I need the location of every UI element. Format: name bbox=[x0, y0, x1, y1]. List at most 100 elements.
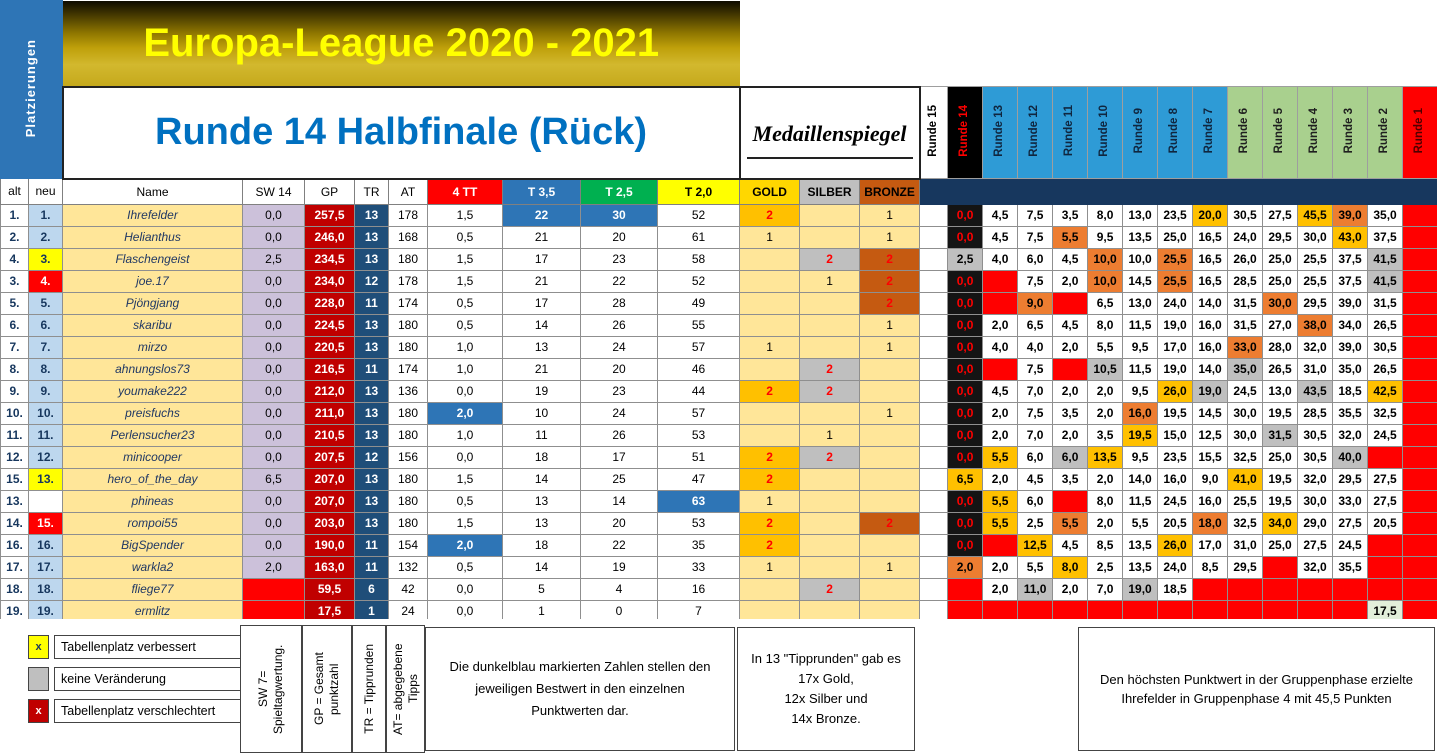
column-header-t35[interactable]: T 3,5 bbox=[502, 178, 581, 205]
cell-4tt[interactable]: 1,5 bbox=[427, 247, 503, 271]
cell-gold-medals[interactable] bbox=[739, 313, 801, 337]
matrix-cell[interactable]: 32,5 bbox=[1367, 401, 1404, 425]
round-header-runde-9[interactable]: Runde 9 bbox=[1122, 86, 1159, 179]
cell-gp[interactable]: 246,0 bbox=[304, 225, 355, 249]
matrix-cell[interactable]: 28,0 bbox=[1262, 335, 1299, 359]
matrix-cell[interactable]: 4,5 bbox=[1052, 533, 1089, 557]
matrix-cell[interactable] bbox=[1402, 247, 1437, 271]
matrix-cell[interactable]: 13,5 bbox=[1087, 445, 1124, 469]
cell-bronze-medals[interactable]: 1 bbox=[859, 225, 921, 249]
cell-gold-medals[interactable] bbox=[739, 247, 801, 271]
cell-t20[interactable]: 16 bbox=[656, 577, 741, 601]
matrix-cell[interactable]: 6,0 bbox=[1017, 247, 1054, 271]
cell-4tt[interactable]: 1,0 bbox=[427, 357, 503, 381]
cell-sw14[interactable]: 0,0 bbox=[242, 269, 305, 293]
cell-gold-medals[interactable]: 1 bbox=[739, 225, 801, 249]
matrix-cell[interactable]: 32,5 bbox=[1227, 445, 1264, 469]
matrix-cell[interactable]: 27,5 bbox=[1367, 489, 1404, 513]
cell-t20[interactable]: 57 bbox=[656, 335, 741, 359]
matrix-cell[interactable]: 37,5 bbox=[1332, 269, 1369, 293]
cell-t35[interactable]: 13 bbox=[502, 489, 581, 513]
cell-gp[interactable]: 207,0 bbox=[304, 489, 355, 513]
matrix-cell[interactable]: 25,5 bbox=[1227, 489, 1264, 513]
cell-at[interactable]: 154 bbox=[388, 533, 428, 557]
matrix-cell[interactable] bbox=[919, 577, 949, 601]
matrix-cell[interactable]: 0,0 bbox=[947, 269, 984, 293]
matrix-cell[interactable]: 2,0 bbox=[982, 313, 1019, 337]
matrix-cell[interactable]: 27,5 bbox=[1367, 467, 1404, 491]
cell-player-name[interactable]: BigSpender bbox=[62, 533, 243, 557]
matrix-cell[interactable]: 16,0 bbox=[1122, 401, 1159, 425]
cell-at[interactable]: 180 bbox=[388, 467, 428, 491]
matrix-cell[interactable] bbox=[919, 555, 949, 579]
matrix-cell[interactable]: 9,5 bbox=[1122, 445, 1159, 469]
matrix-cell[interactable]: 35,5 bbox=[1332, 401, 1369, 425]
cell-tr[interactable]: 13 bbox=[354, 511, 389, 535]
matrix-cell[interactable]: 32,0 bbox=[1332, 423, 1369, 447]
matrix-cell[interactable]: 2,0 bbox=[982, 423, 1019, 447]
cell-tr[interactable]: 12 bbox=[354, 445, 389, 469]
cell-tr[interactable]: 13 bbox=[354, 313, 389, 337]
cell-sw14[interactable]: 2,5 bbox=[242, 247, 305, 271]
cell-sw14[interactable]: 0,0 bbox=[242, 357, 305, 381]
cell-t25[interactable]: 0 bbox=[580, 599, 658, 623]
matrix-cell[interactable] bbox=[1402, 577, 1437, 601]
matrix-cell[interactable]: 25,0 bbox=[1262, 247, 1299, 271]
round-header-runde-3[interactable]: Runde 3 bbox=[1332, 86, 1369, 179]
cell-old-rank[interactable]: 19. bbox=[0, 599, 29, 623]
matrix-cell[interactable]: 6,0 bbox=[1052, 445, 1089, 469]
matrix-cell[interactable] bbox=[1402, 511, 1437, 535]
cell-t25[interactable]: 30 bbox=[580, 203, 658, 227]
cell-at[interactable]: 136 bbox=[388, 379, 428, 403]
matrix-cell[interactable] bbox=[919, 357, 949, 381]
cell-t25[interactable]: 20 bbox=[580, 225, 658, 249]
cell-t20[interactable]: 55 bbox=[656, 313, 741, 337]
matrix-cell[interactable]: 31,5 bbox=[1262, 423, 1299, 447]
matrix-cell[interactable] bbox=[1192, 599, 1229, 623]
cell-new-rank[interactable]: 8. bbox=[28, 357, 63, 381]
cell-t35[interactable]: 14 bbox=[502, 467, 581, 491]
matrix-cell[interactable]: 19,5 bbox=[1262, 489, 1299, 513]
matrix-cell[interactable]: 25,5 bbox=[1157, 247, 1194, 271]
matrix-cell[interactable]: 30,5 bbox=[1297, 423, 1334, 447]
matrix-cell[interactable]: 41,0 bbox=[1227, 467, 1264, 491]
matrix-cell[interactable] bbox=[982, 533, 1019, 557]
matrix-cell[interactable] bbox=[1087, 599, 1124, 623]
cell-t20[interactable]: 35 bbox=[656, 533, 741, 557]
matrix-cell[interactable]: 4,5 bbox=[1052, 313, 1089, 337]
column-header-tr[interactable]: TR bbox=[354, 178, 389, 205]
cell-new-rank[interactable]: 2. bbox=[28, 225, 63, 249]
matrix-cell[interactable] bbox=[919, 445, 949, 469]
matrix-cell[interactable]: 11,5 bbox=[1122, 489, 1159, 513]
cell-bronze-medals[interactable]: 2 bbox=[859, 269, 921, 293]
matrix-cell[interactable]: 16,0 bbox=[1192, 313, 1229, 337]
cell-t35[interactable]: 17 bbox=[502, 247, 581, 271]
column-header-at[interactable]: AT bbox=[388, 178, 428, 205]
cell-t35[interactable]: 21 bbox=[502, 225, 581, 249]
cell-t35[interactable]: 19 bbox=[502, 379, 581, 403]
cell-bronze-medals[interactable] bbox=[859, 445, 921, 469]
cell-gp[interactable]: 234,5 bbox=[304, 247, 355, 271]
column-header-gp[interactable]: GP bbox=[304, 178, 355, 205]
cell-bronze-medals[interactable] bbox=[859, 467, 921, 491]
cell-tr[interactable]: 11 bbox=[354, 533, 389, 557]
matrix-cell[interactable]: 2,0 bbox=[982, 467, 1019, 491]
matrix-cell[interactable] bbox=[1332, 599, 1369, 623]
matrix-cell[interactable] bbox=[982, 291, 1019, 315]
cell-at[interactable]: 178 bbox=[388, 203, 428, 227]
cell-old-rank[interactable]: 9. bbox=[0, 379, 29, 403]
cell-t35[interactable]: 21 bbox=[502, 269, 581, 293]
cell-4tt[interactable]: 1,0 bbox=[427, 335, 503, 359]
matrix-cell[interactable]: 30,0 bbox=[1262, 291, 1299, 315]
matrix-cell[interactable]: 0,0 bbox=[947, 379, 984, 403]
matrix-cell[interactable]: 2,0 bbox=[1052, 423, 1089, 447]
matrix-cell[interactable] bbox=[1297, 599, 1334, 623]
cell-gp[interactable]: 228,0 bbox=[304, 291, 355, 315]
cell-gold-medals[interactable] bbox=[739, 357, 801, 381]
matrix-cell[interactable]: 20,0 bbox=[1192, 203, 1229, 227]
matrix-cell[interactable]: 0,0 bbox=[947, 225, 984, 249]
matrix-cell[interactable]: 10,0 bbox=[1122, 247, 1159, 271]
cell-t35[interactable]: 17 bbox=[502, 291, 581, 315]
matrix-cell[interactable] bbox=[1052, 489, 1089, 513]
matrix-cell[interactable] bbox=[1402, 291, 1437, 315]
